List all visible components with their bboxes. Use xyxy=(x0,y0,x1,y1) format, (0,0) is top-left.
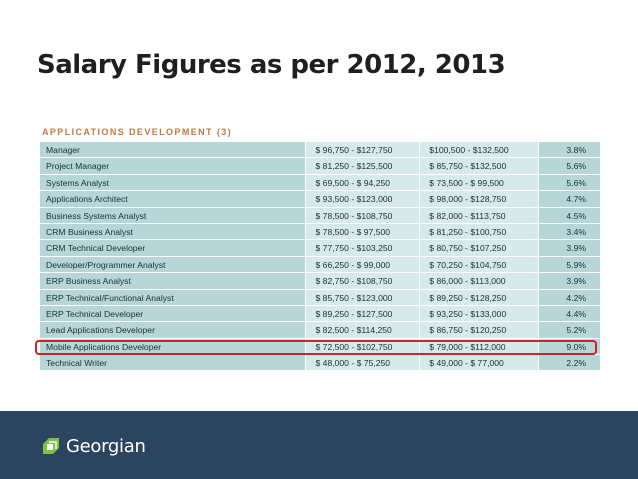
salary-2013-cell: $ 49,000 - $ 77,000 xyxy=(420,355,539,371)
table-row: ERP Business Analyst $ 82,750 - $108,750 $… xyxy=(40,273,600,290)
change-percent-cell: 3.9% xyxy=(539,240,600,256)
salary-2012-cell: $ 78,500 - $ 97,500 xyxy=(305,223,420,240)
change-percent-cell: 4.2% xyxy=(539,289,600,305)
table-body: Manager $ 96,750 - $127,750 $100,500 - $13… xyxy=(35,142,600,372)
salary-2012-cell: $ 48,000 - $ 75,250 xyxy=(305,355,420,371)
job-title-cell: Technical Writer xyxy=(40,355,305,371)
georgian-logo-icon xyxy=(43,438,59,454)
job-title-cell: CRM Business Analyst xyxy=(40,223,305,240)
slide-title: Salary Figures as per 2012, 2013 xyxy=(37,50,506,80)
job-title-cell: Systems Analyst xyxy=(40,174,305,191)
salary-2013-cell: $ 85,750 - $132,500 xyxy=(420,158,539,174)
table-row: ERP Technical Developer $ 89,250 - $127,5… xyxy=(40,305,600,323)
change-percent-cell: 4.5% xyxy=(539,207,600,223)
change-percent-cell: 3.9% xyxy=(539,273,600,289)
salary-table: APPLICATIONS DEVELOPMENT (3) Manager $ 96… xyxy=(35,122,600,372)
salary-2012-cell: $ 96,750 - $127,750 xyxy=(305,142,420,158)
salary-2013-cell: $ 86,000 - $113,000 xyxy=(420,273,539,289)
job-title-cell: ERP Technical/Functional Analyst xyxy=(40,289,305,305)
salary-2013-cell: $ 80,750 - $107,250 xyxy=(420,240,539,256)
salary-2012-cell: $ 69,500 - $ 94,250 xyxy=(305,174,420,191)
salary-2012-cell: $ 78,500 - $108,750 xyxy=(305,207,420,223)
salary-2013-cell: $ 82,000 - $113,750 xyxy=(420,207,539,223)
salary-2012-cell: $ 82,500 - $114,250 xyxy=(305,322,420,338)
change-percent-cell: 4.7% xyxy=(539,191,600,207)
salary-2013-cell: $ 79,000 - $112,000 xyxy=(420,338,539,355)
salary-2012-cell: $ 85,750 - $123,000 xyxy=(305,289,420,305)
job-title-cell: Project Manager xyxy=(40,158,305,174)
job-title-cell: Mobile Applications Developer xyxy=(40,338,305,355)
table-row: Applications Architect $ 93,500 - $123,00… xyxy=(40,191,600,208)
table-row: CRM Business Analyst $ 78,500 - $ 97,500 $… xyxy=(40,223,600,241)
footer-bar: Georgian xyxy=(0,411,638,479)
job-title-cell: Developer/Programmer Analyst xyxy=(40,256,305,273)
change-percent-cell: 5.6% xyxy=(539,158,600,174)
salary-2013-cell: $ 73,500 - $ 99,500 xyxy=(420,174,539,191)
salary-2013-cell: $ 86,750 - $120,250 xyxy=(420,322,539,338)
salary-2013-cell: $ 89,250 - $128,250 xyxy=(420,289,539,305)
salary-2013-cell: $ 93,250 - $133,000 xyxy=(420,305,539,322)
change-percent-cell: 2.2% xyxy=(539,355,600,371)
salary-2013-cell: $ 70,250 - $104,750 xyxy=(420,256,539,273)
job-title-cell: Manager xyxy=(40,142,305,158)
table-row: Project Manager $ 81,250 - $125,500 $ 85,7… xyxy=(40,158,600,175)
section-heading: APPLICATIONS DEVELOPMENT (3) xyxy=(42,127,233,137)
change-percent-cell: 4.4% xyxy=(539,305,600,322)
change-percent-cell: 3.8% xyxy=(539,142,600,158)
salary-2012-cell: $ 81,250 - $125,500 xyxy=(305,158,420,174)
salary-2012-cell: $ 93,500 - $123,000 xyxy=(305,191,420,207)
job-title-cell: Applications Architect xyxy=(40,191,305,207)
salary-2012-cell: $ 89,250 - $127,500 xyxy=(305,305,420,322)
salary-2012-cell: $ 72,500 - $102,750 xyxy=(305,338,420,355)
table-row: Technical Writer $ 48,000 - $ 75,250 $ 49,… xyxy=(40,355,600,372)
salary-2012-cell: $ 82,750 - $108,750 xyxy=(305,273,420,289)
change-percent-cell: 3.4% xyxy=(539,223,600,240)
table-row: CRM Technical Developer $ 77,750 - $103,2… xyxy=(40,240,600,257)
logo-text: Georgian xyxy=(66,435,146,457)
salary-2012-cell: $ 77,750 - $103,250 xyxy=(305,240,420,256)
salary-2013-cell: $ 81,250 - $100,750 xyxy=(420,223,539,240)
job-title-cell: Business Systems Analyst xyxy=(40,207,305,223)
job-title-cell: CRM Technical Developer xyxy=(40,240,305,256)
job-title-cell: ERP Business Analyst xyxy=(40,273,305,289)
salary-2013-cell: $ 98,000 - $128,750 xyxy=(420,191,539,207)
table-row: Manager $ 96,750 - $127,750 $100,500 - $13… xyxy=(40,142,600,159)
job-title-cell: ERP Technical Developer xyxy=(40,305,305,322)
table-row: Systems Analyst $ 69,500 - $ 94,250 $ 73,5… xyxy=(40,174,600,192)
salary-2012-cell: $ 66,250 - $ 99,000 xyxy=(305,256,420,273)
table-row: Mobile Applications Developer $ 72,500 - … xyxy=(40,338,600,356)
logo: Georgian xyxy=(40,435,146,457)
table-row: ERP Technical/Functional Analyst $ 85,750… xyxy=(40,289,600,306)
table-row: Business Systems Analyst $ 78,500 - $108,… xyxy=(40,207,600,224)
change-percent-cell: 5.6% xyxy=(539,174,600,191)
change-percent-cell: 5.2% xyxy=(539,322,600,338)
change-percent-cell: 5.9% xyxy=(539,256,600,273)
table-row: Developer/Programmer Analyst $ 66,250 - $… xyxy=(40,256,600,274)
table-row: Lead Applications Developer $ 82,500 - $1… xyxy=(40,322,600,339)
salary-2013-cell: $100,500 - $132,500 xyxy=(420,142,539,158)
change-percent-cell: 9.0% xyxy=(539,338,600,355)
job-title-cell: Lead Applications Developer xyxy=(40,322,305,338)
